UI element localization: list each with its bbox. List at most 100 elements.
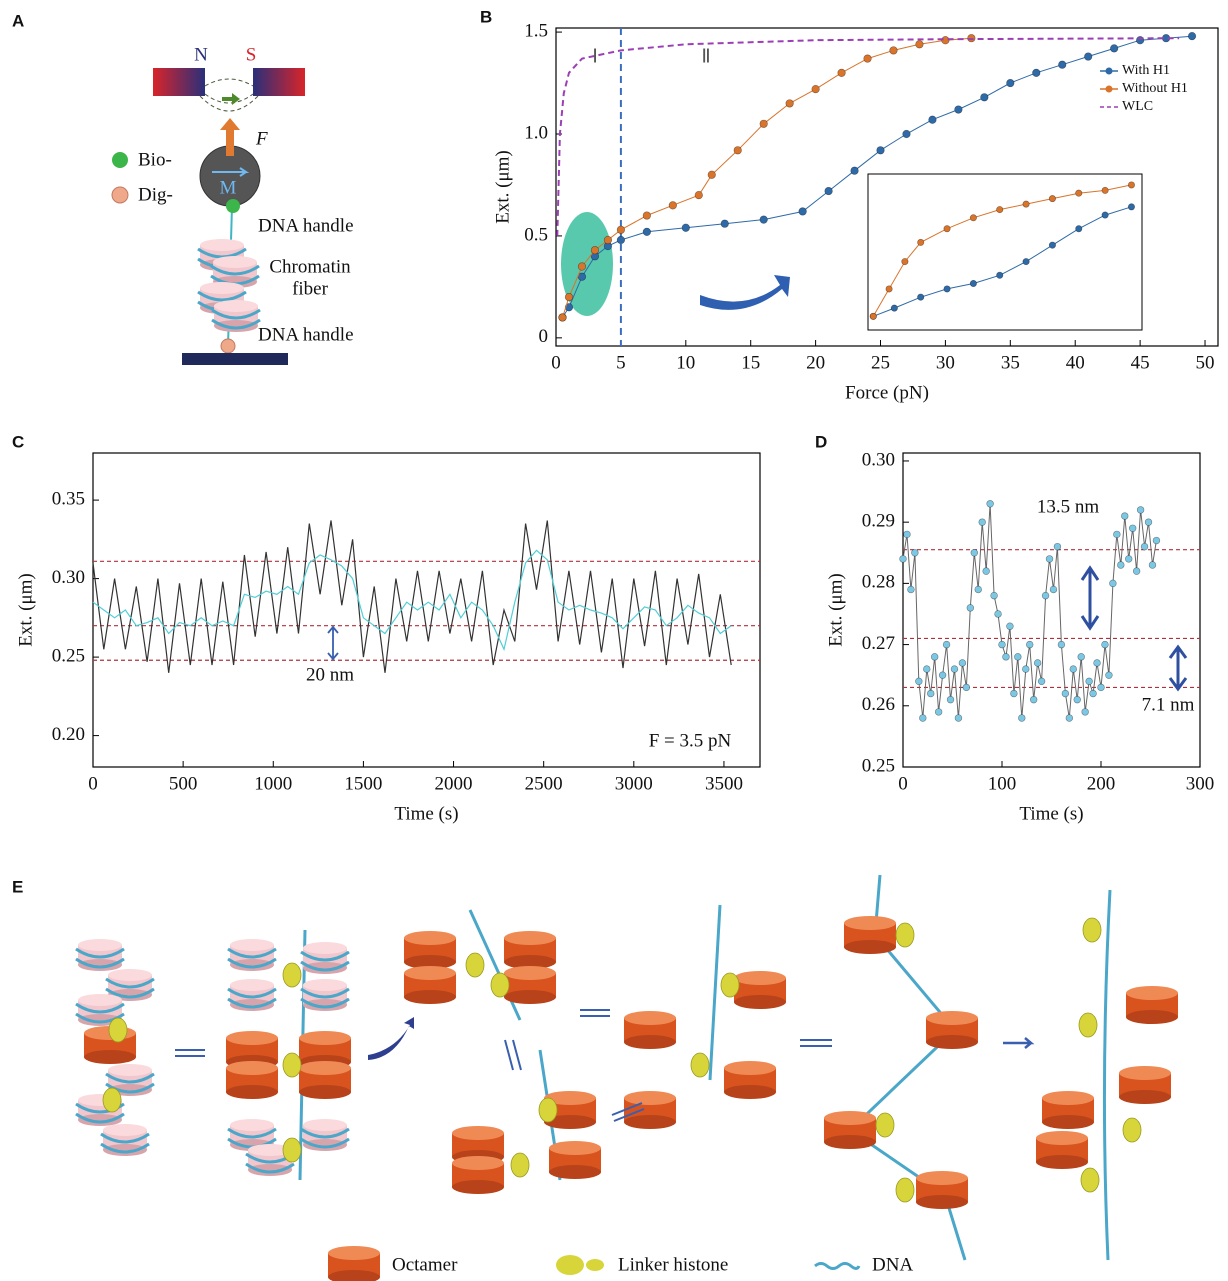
panel-label: D <box>815 432 827 451</box>
y-tick-label: 0 <box>539 326 549 347</box>
data-point <box>759 119 768 128</box>
data-point <box>1057 640 1066 649</box>
panel-a: A N S F M Bio- Dig- DNA handle Chromatin… <box>12 11 354 365</box>
data-point <box>707 170 716 179</box>
dig-end <box>220 338 236 354</box>
data-point <box>733 146 742 155</box>
data-point <box>1006 78 1015 88</box>
moment-arrow <box>212 167 250 177</box>
magnet-pole: S <box>246 44 257 65</box>
x-tick-label: 30 <box>936 352 955 373</box>
x-tick-label: 300 <box>1186 773 1215 794</box>
annotation: 20 nm <box>306 664 354 685</box>
data-point <box>1048 241 1056 249</box>
x-tick-label: 35 <box>1001 352 1020 373</box>
field-arrow <box>222 93 240 105</box>
data-point <box>869 312 877 320</box>
data-point <box>564 303 574 312</box>
highlight-region <box>561 212 613 316</box>
legend-label: Bio- <box>138 149 172 170</box>
data-point <box>681 223 690 232</box>
data-point <box>1053 542 1062 551</box>
y-tick-label: 0.20 <box>52 724 85 745</box>
data-point <box>1128 524 1137 532</box>
data-point <box>1075 189 1083 197</box>
plot-frame <box>902 452 1201 768</box>
data-point <box>1061 689 1070 698</box>
fiber-stage <box>824 874 978 1261</box>
data-point <box>1121 512 1129 520</box>
octamer-icon <box>328 1246 380 1281</box>
magnet-pole: N <box>194 44 208 65</box>
data-point <box>911 549 919 557</box>
dna-icon <box>814 1262 861 1270</box>
data-point <box>1113 530 1121 539</box>
data-point <box>970 549 978 557</box>
x-tick-label: 2500 <box>525 773 563 794</box>
inset-frame <box>867 173 1143 331</box>
x-axis-label: Time (s) <box>1019 803 1083 824</box>
data-point <box>980 93 989 102</box>
data-point <box>1022 200 1030 208</box>
x-tick-label: 45 <box>1131 352 1150 373</box>
data-point <box>954 714 963 722</box>
data-point <box>982 567 990 575</box>
data-point <box>1073 695 1081 704</box>
data-point <box>903 530 911 539</box>
data-point <box>1109 579 1117 588</box>
data-point <box>962 683 971 692</box>
data-point <box>996 271 1004 279</box>
magnet <box>253 68 305 96</box>
data-point <box>1010 689 1018 698</box>
nucleosome <box>210 298 262 334</box>
x-tick-label: 3000 <box>615 773 653 794</box>
data-point <box>1140 542 1149 551</box>
y-tick-label: 0.27 <box>862 633 895 654</box>
data-point <box>901 258 909 266</box>
data-point <box>1006 622 1014 630</box>
x-tick-label: 2000 <box>435 773 473 794</box>
data-point <box>1014 653 1022 661</box>
x-tick-label: 50 <box>1196 352 1215 373</box>
data-point <box>1101 640 1109 649</box>
data-point <box>1018 714 1026 722</box>
data-point <box>642 211 651 220</box>
data-point <box>969 279 977 287</box>
data-point <box>590 246 600 255</box>
data-point <box>720 219 729 228</box>
plot-frame <box>92 452 761 768</box>
data-point <box>1117 561 1125 569</box>
data-point <box>564 292 574 302</box>
data-point <box>899 555 907 563</box>
handle-label: DNA handle <box>258 215 354 236</box>
legend-label: Linker histone <box>618 1254 728 1275</box>
y-tick-label: 0.25 <box>52 645 85 666</box>
fiber-stage <box>404 909 556 1021</box>
data-point <box>642 227 651 236</box>
data-point <box>1125 555 1133 563</box>
data-point <box>969 214 977 222</box>
legend-label: With H1 <box>1122 63 1170 78</box>
region-label: Ⅱ <box>701 46 710 67</box>
bio-icon <box>112 152 128 168</box>
data-point <box>915 40 924 49</box>
data-point <box>1029 695 1038 704</box>
data-point <box>1037 677 1046 686</box>
data-point <box>990 591 998 600</box>
histone-icon <box>586 1259 604 1271</box>
legend-label: Dig- <box>138 184 173 205</box>
fiber-stage <box>452 1049 601 1194</box>
data-point <box>1026 640 1034 649</box>
data-point <box>1032 68 1041 77</box>
data-point <box>885 285 893 293</box>
data-point <box>958 659 967 667</box>
data-point <box>978 518 986 526</box>
data-point <box>907 585 915 594</box>
data-point <box>938 671 947 679</box>
x-tick-label: 100 <box>988 773 1017 794</box>
annotation: F = 3.5 pN <box>649 730 732 751</box>
annotation: 7.1 nm <box>1142 694 1195 715</box>
data-point <box>946 695 955 704</box>
magnet <box>153 68 205 96</box>
data-point <box>1022 258 1030 266</box>
